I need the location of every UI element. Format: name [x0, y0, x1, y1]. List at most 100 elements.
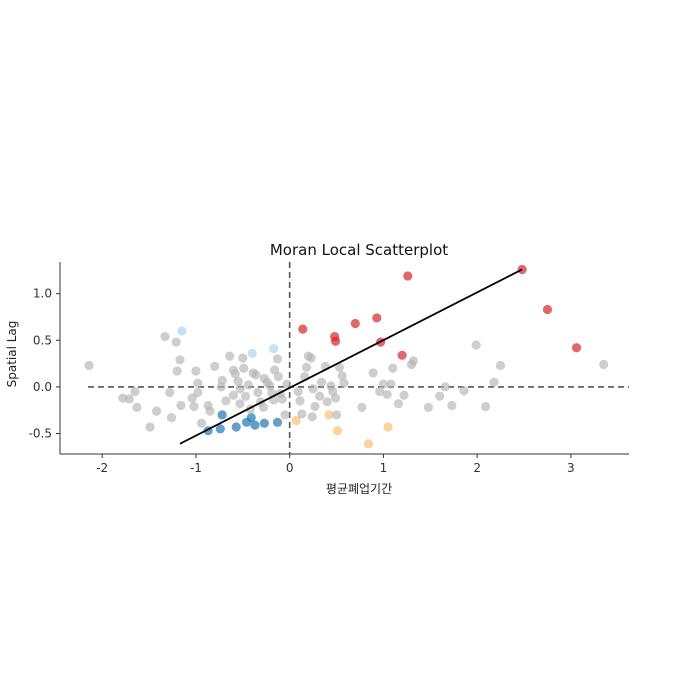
scatter-point-ns: [489, 377, 499, 387]
scatter-point-ns: [132, 402, 142, 412]
scatter-point-ns: [423, 402, 433, 412]
scatter-point-ns: [440, 382, 450, 392]
scatter-point-ns: [84, 360, 94, 371]
regression-line: [179, 268, 523, 445]
scatter-point-ns: [495, 360, 506, 371]
scatter-point-ns: [386, 379, 396, 389]
scatter-point-ns: [447, 400, 457, 411]
scatter-point-ns: [193, 378, 203, 388]
scatter-point-ns: [339, 378, 349, 388]
chart-title: Moran Local Scatterplot: [270, 241, 448, 259]
scatter-point-ns: [378, 379, 389, 389]
x-tick-label: 2: [473, 461, 481, 475]
scatter-point-ns: [459, 386, 469, 396]
scatter-point-ns: [191, 366, 201, 376]
scatter-point-ns: [357, 402, 367, 412]
scatter-point-ns: [399, 390, 409, 400]
y-axis-label: Spatial Lag: [5, 321, 19, 388]
scatter-point-ns: [322, 397, 332, 407]
scatter-point-ns: [235, 399, 245, 409]
scatter-point-ns: [301, 362, 312, 372]
scatter-point-ns: [310, 401, 320, 412]
scatter-point-ll: [246, 413, 256, 423]
scatter-point-hh: [372, 313, 382, 323]
scatter-point-hh: [330, 336, 341, 346]
scatter-point-ns: [435, 391, 445, 401]
scatter-point-hh: [298, 324, 308, 334]
scatter-point-ns: [337, 371, 347, 381]
scatter-point-ns: [239, 363, 249, 373]
scatter-point-ns: [408, 356, 418, 366]
scatter-point-ns: [217, 375, 227, 385]
scatter-point-hh: [403, 271, 413, 281]
scatter-point-lh: [177, 326, 187, 336]
scatter-point-ns: [331, 410, 342, 420]
scatter-point-ns: [166, 413, 177, 423]
scatter-point-ns: [243, 380, 254, 390]
scatter-point-ns: [297, 409, 307, 419]
y-tick-label: 1.0: [33, 287, 52, 301]
scatter-point-ns: [272, 354, 283, 364]
scatter-point-ns: [187, 393, 197, 403]
scatter-point-ns: [480, 401, 491, 412]
scatter-point-ns: [282, 379, 292, 389]
scatter-point-ll: [217, 410, 227, 420]
scatter-point-ns: [308, 384, 318, 394]
scatter-point-hl: [291, 415, 301, 426]
scatter-point-ns: [230, 369, 240, 379]
scatter-point-ns: [382, 389, 392, 399]
scatter-point-ns: [171, 337, 181, 347]
scatter-point-ns: [172, 366, 182, 376]
scatter-point-ns: [258, 402, 269, 412]
scatter-point-ns: [277, 394, 287, 404]
scatter-point-ns: [316, 377, 327, 387]
scatter-point-ns: [225, 351, 235, 361]
scatter-point-ns: [228, 390, 239, 400]
scatter-point-ns: [599, 359, 609, 370]
scatter-point-ns: [393, 399, 404, 409]
scatter-point-ns: [189, 401, 199, 412]
scatter-point-ns: [330, 393, 341, 403]
scatter-point-ns: [307, 412, 317, 422]
scatter-point-hh: [350, 318, 360, 329]
scatter-point-ns: [315, 391, 325, 401]
scatter-point-ns: [176, 400, 186, 411]
scatter-point-ll: [231, 422, 241, 432]
scatter-point-ns: [368, 368, 378, 378]
scatter-point-ns: [205, 406, 215, 416]
scatter-point-ns: [241, 391, 251, 401]
scatter-point-hl: [332, 426, 343, 436]
x-tick-label: 3: [567, 461, 575, 475]
scatter-point-ns: [238, 353, 248, 363]
scatter-point-ns: [175, 355, 185, 365]
scatter-point-lh: [247, 348, 257, 358]
scatter-point-ns: [388, 363, 398, 373]
scatter-point-ns: [160, 331, 170, 342]
scatter-point-ll: [215, 424, 225, 434]
scatter-point-hh: [542, 304, 553, 315]
scatter-point-ll: [272, 417, 283, 427]
scatter-point-ns: [471, 340, 481, 350]
scatter-point-hh: [397, 350, 407, 360]
scatter-point-ll: [259, 418, 269, 428]
x-axis-label: 평균폐업기간: [326, 482, 392, 496]
scatter-point-ns: [334, 362, 344, 372]
scatter-point-ns: [130, 386, 140, 397]
scatter-point-ns: [295, 396, 305, 406]
scatter-point-ns: [306, 353, 316, 363]
scatter-point-ns: [165, 387, 175, 398]
scatter-point-ns: [253, 387, 263, 398]
y-tick-label: -0.5: [29, 426, 52, 440]
scatter-point-ns: [235, 384, 245, 394]
scatter-point-ns: [280, 410, 290, 420]
scatter-point-ns: [293, 386, 303, 397]
scatter-point-hl: [324, 410, 334, 420]
scatter-point-lh: [269, 344, 279, 354]
scatter-point-ns: [265, 381, 275, 391]
scatter-point-hl: [383, 422, 393, 432]
x-tick-label: -2: [96, 461, 108, 475]
scatter-point-hh: [571, 343, 582, 353]
plot-area: -0.5 0.0 0.5 1.0 -2 -1 0 1 2 3: [29, 262, 629, 475]
scatter-point-ns: [251, 370, 261, 380]
